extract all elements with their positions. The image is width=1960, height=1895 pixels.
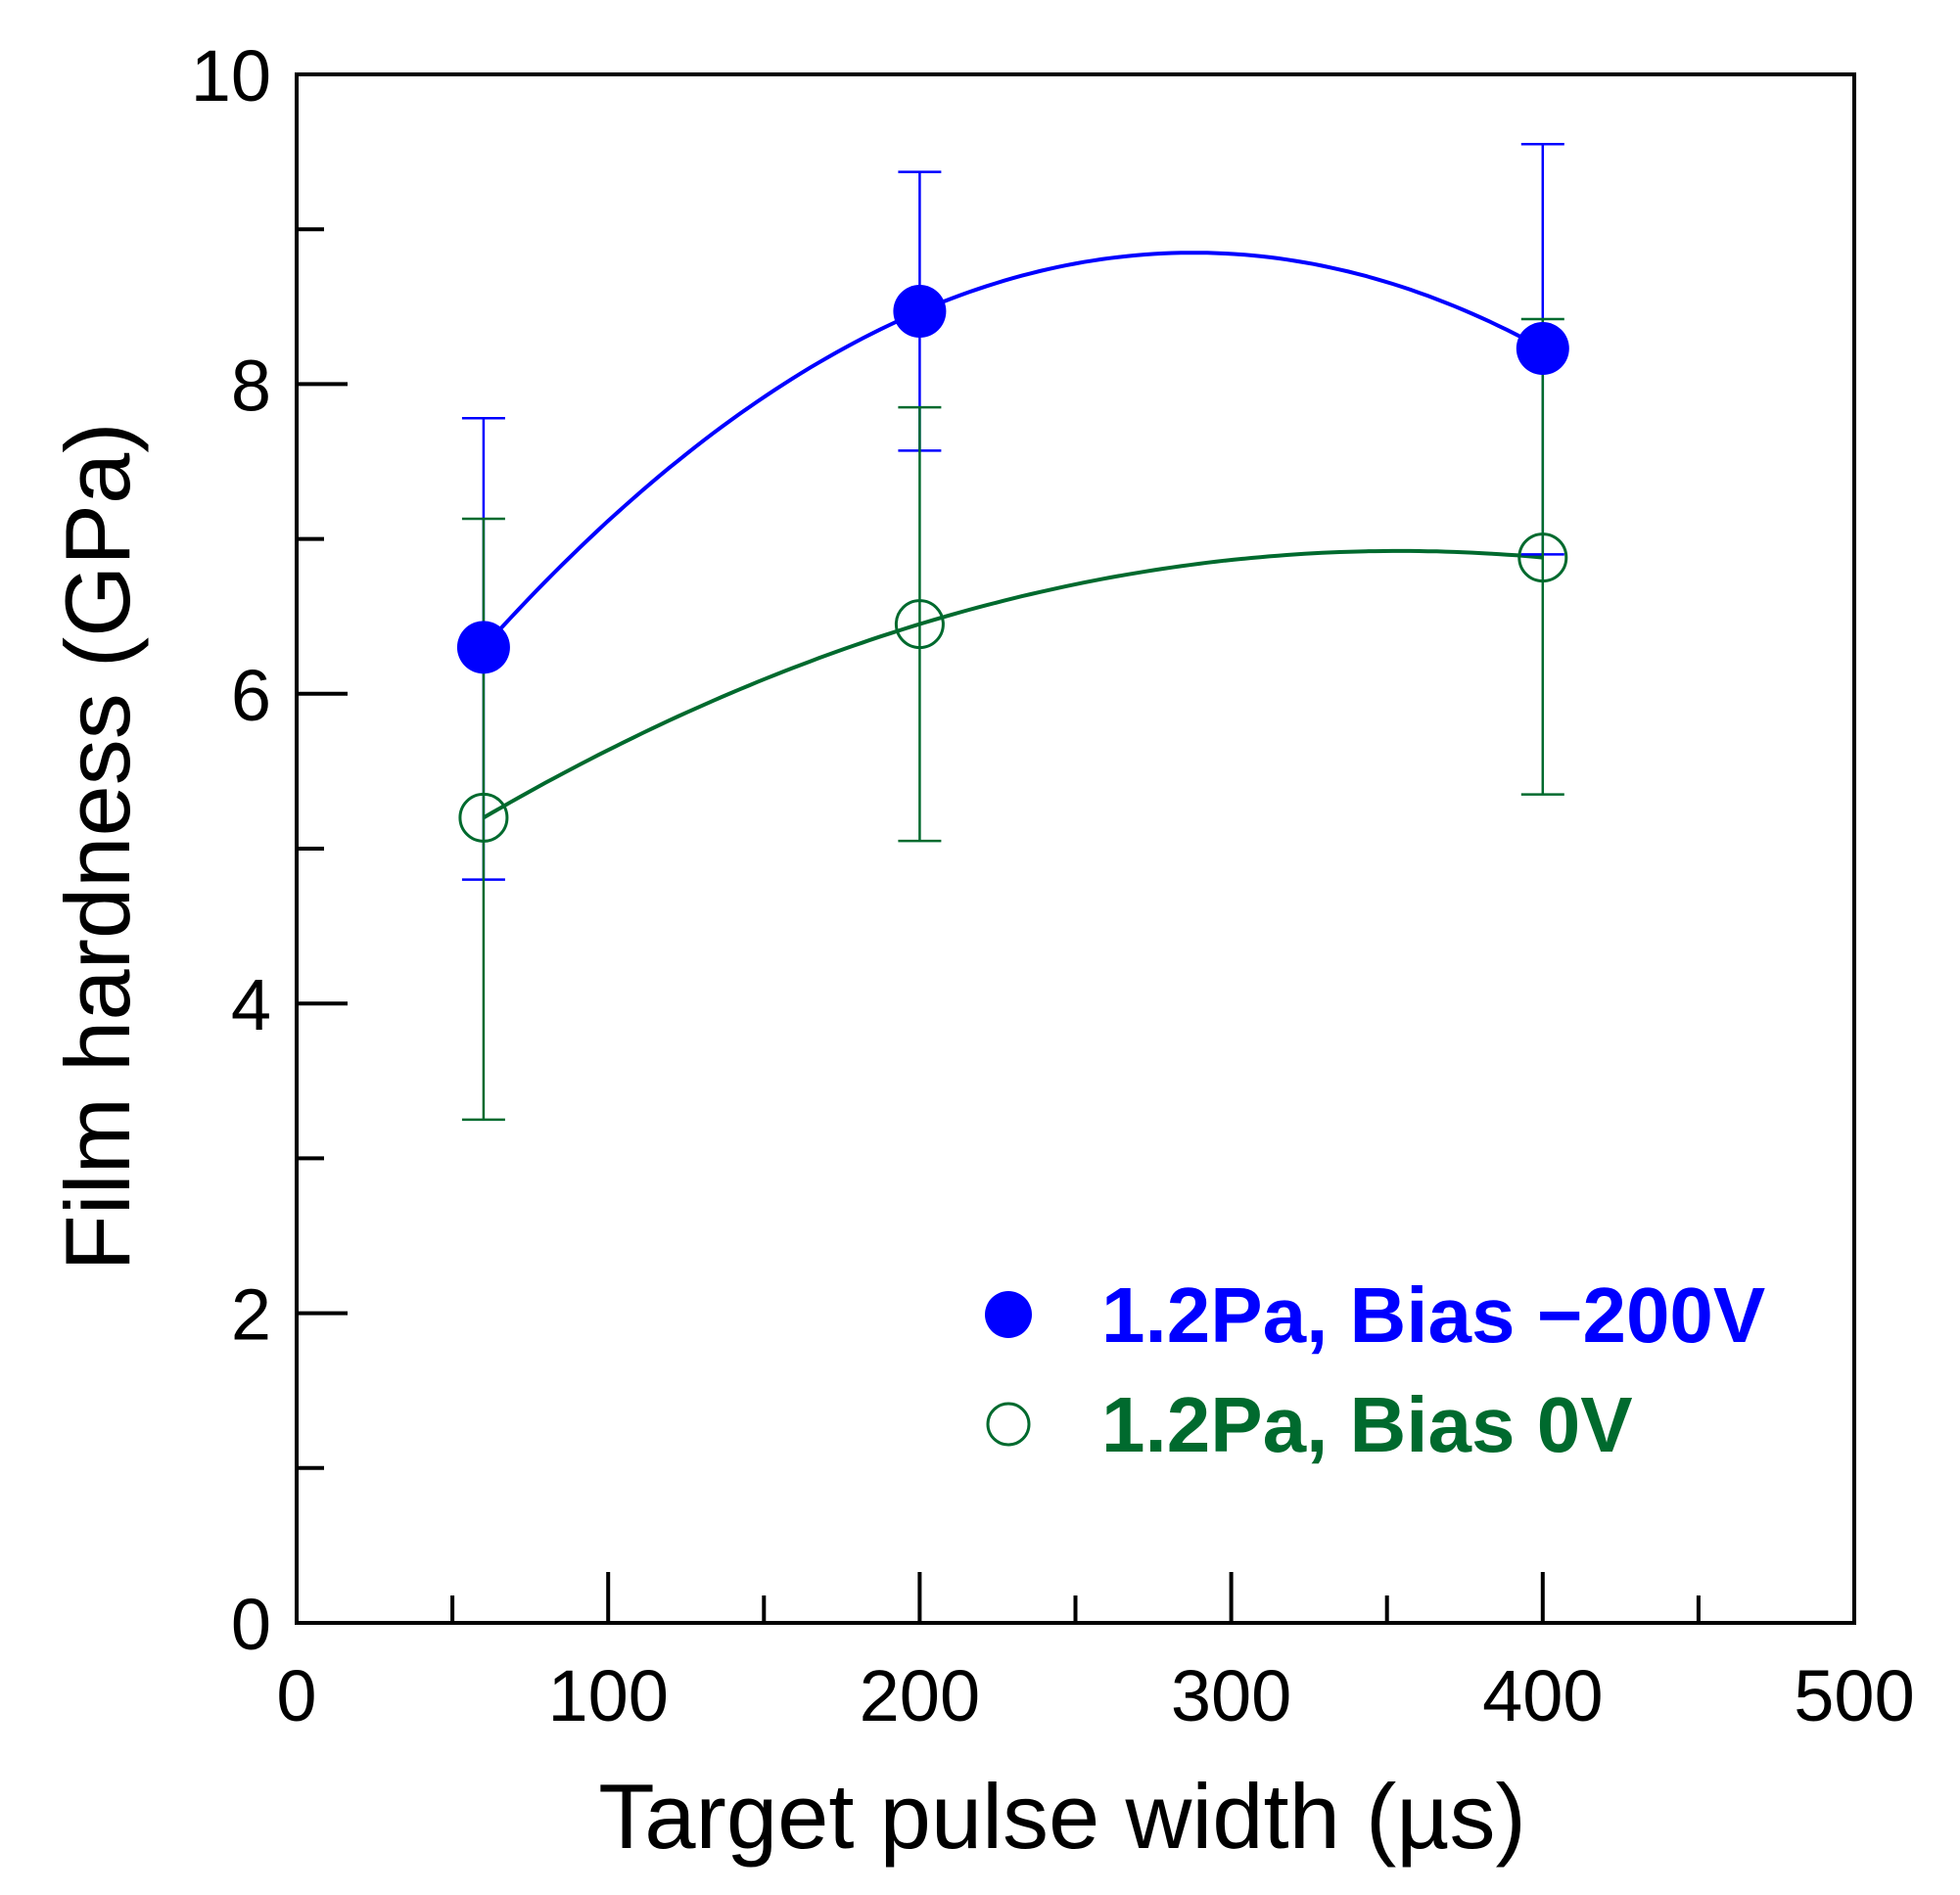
plot-frame	[295, 72, 1856, 1625]
fit-curve-bias-200v	[482, 251, 1544, 649]
legend-label-bias-200v: 1.2Pa, Bias −200V	[1101, 1271, 1765, 1359]
fit-curve-bias-0v	[482, 548, 1543, 820]
data-point-bias-200v	[1516, 322, 1569, 376]
x-tick-label: 500	[1794, 1655, 1914, 1736]
legend: 1.2Pa, Bias −200V 1.2Pa, Bias 0V	[985, 1271, 1765, 1468]
legend-marker-bias-200v	[985, 1291, 1032, 1338]
fit-curves	[482, 251, 1544, 820]
x-tick-label: 400	[1482, 1655, 1603, 1736]
data-point-bias-200v	[456, 621, 510, 674]
y-tick-label: 8	[231, 345, 271, 426]
data-point-bias-0v	[1517, 532, 1568, 583]
y-tick-label: 6	[231, 655, 271, 736]
axis-ticks	[297, 227, 1701, 1623]
y-tick-label: 0	[231, 1584, 271, 1665]
data-point-bias-0v	[894, 599, 945, 650]
x-tick-label: 300	[1171, 1655, 1291, 1736]
y-tick-label: 10	[191, 35, 271, 116]
error-bars	[461, 142, 1564, 1122]
x-tick-label: 100	[547, 1655, 668, 1736]
data-point-bias-0v	[458, 792, 509, 843]
legend-marker-bias-0v	[986, 1402, 1031, 1447]
data-points	[456, 285, 1569, 843]
data-point-bias-200v	[893, 285, 947, 339]
y-tick-label: 2	[231, 1274, 271, 1356]
y-axis-title: Film hardness (GPa)	[46, 422, 149, 1271]
x-tick-label: 200	[860, 1655, 980, 1736]
x-axis-title: Target pulse width (µs)	[598, 1765, 1526, 1868]
tick-labels: 0 100 200 300 400 500 0 2 4 6 8 10	[191, 35, 1915, 1736]
legend-label-bias-0v: 1.2Pa, Bias 0V	[1101, 1381, 1633, 1468]
y-tick-label: 4	[231, 964, 271, 1045]
x-tick-label: 0	[276, 1655, 316, 1736]
